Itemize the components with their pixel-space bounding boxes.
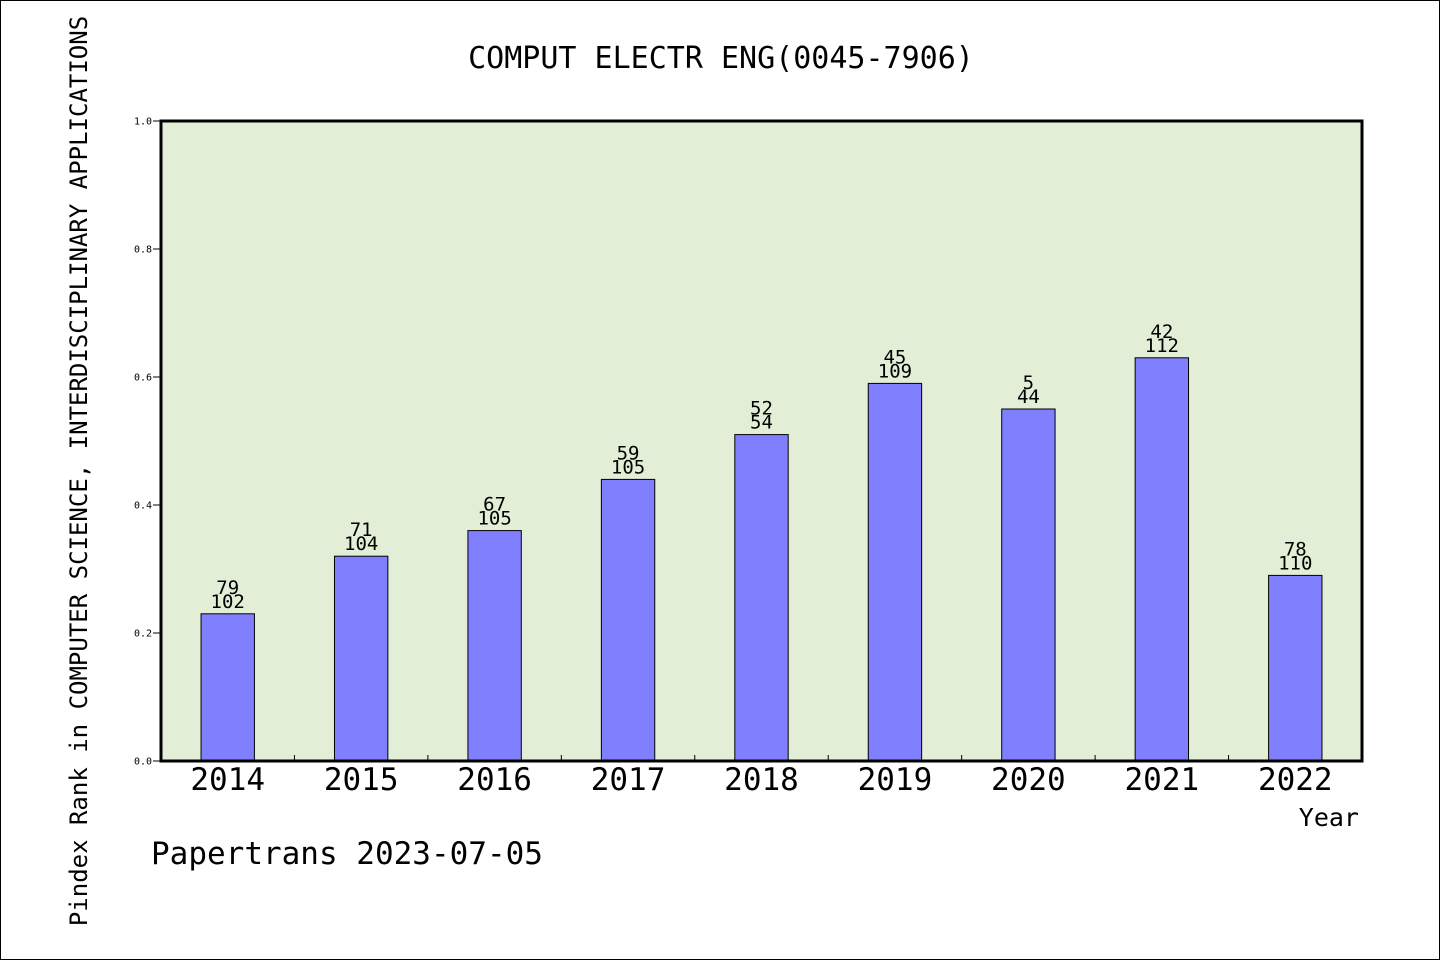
total-label: 109 [878, 360, 912, 382]
y-tick-label: 0.4 [134, 501, 152, 512]
y-axis-title: Pindex Rank in COMPUTER SCIENCE, INTERDI… [65, 16, 93, 926]
rank-label: 59 [617, 442, 640, 464]
total-label: 44 [1017, 386, 1040, 408]
x-tick-label: 2022 [1258, 762, 1333, 798]
bar-2021 [1134, 357, 1190, 762]
y-tick-label: 0.2 [134, 629, 152, 640]
x-axis-title: Year [1299, 803, 1359, 832]
total-label: 104 [344, 533, 378, 555]
total-label: 102 [211, 591, 245, 613]
total-label: 112 [1145, 335, 1179, 357]
x-tick-label: 2020 [991, 762, 1066, 798]
x-tick-label: 2014 [190, 762, 265, 798]
y-tick-label: 0.8 [134, 245, 152, 256]
bar-2020 [1001, 408, 1056, 762]
y-tick-label: 0.6 [134, 373, 152, 384]
bar-2017 [600, 478, 656, 762]
bar-2018 [734, 434, 789, 762]
footer-credit: Papertrans 2023-07-05 [151, 836, 543, 872]
bar-2015 [333, 555, 389, 762]
rank-label: 79 [216, 577, 239, 599]
x-tick-label: 2016 [457, 762, 532, 798]
x-axis: 2014 2015 2016 2017 2018 2019 2020 2021 2022 [190, 755, 1333, 798]
total-label: 105 [611, 456, 645, 478]
y-tick-label: 1.0 [134, 117, 152, 128]
total-label: 54 [750, 412, 773, 434]
chart-title: COMPUT ELECTR ENG(0045-7906) [468, 41, 974, 76]
rank-label: 71 [350, 519, 373, 541]
bars-group [200, 357, 1323, 762]
bar-2022 [1268, 574, 1323, 762]
total-label: 105 [477, 508, 511, 530]
y-tick-label: 0.0 [134, 757, 152, 768]
rank-label: 5 [1023, 372, 1034, 394]
bar-2019 [867, 382, 923, 762]
rank-label: 52 [750, 398, 773, 420]
rank-label: 78 [1284, 538, 1307, 560]
x-tick-label: 2018 [724, 762, 799, 798]
bar-2016 [467, 530, 522, 762]
x-tick-label: 2019 [858, 762, 933, 798]
rank-label: 45 [883, 346, 906, 368]
rank-label: 67 [483, 494, 506, 516]
x-tick-label: 2017 [591, 762, 666, 798]
x-tick-label: 2015 [324, 762, 399, 798]
total-label: 110 [1278, 552, 1312, 574]
x-tick-label: 2021 [1125, 762, 1200, 798]
bar-2014 [200, 613, 255, 762]
plot-frame [159, 119, 1364, 763]
data-labels-group: 7910271104671055910552544510954442112781… [211, 321, 1313, 613]
rank-label: 42 [1150, 321, 1173, 343]
y-axis: 0.0 0.2 0.4 0.6 0.8 1.0 [134, 117, 161, 768]
